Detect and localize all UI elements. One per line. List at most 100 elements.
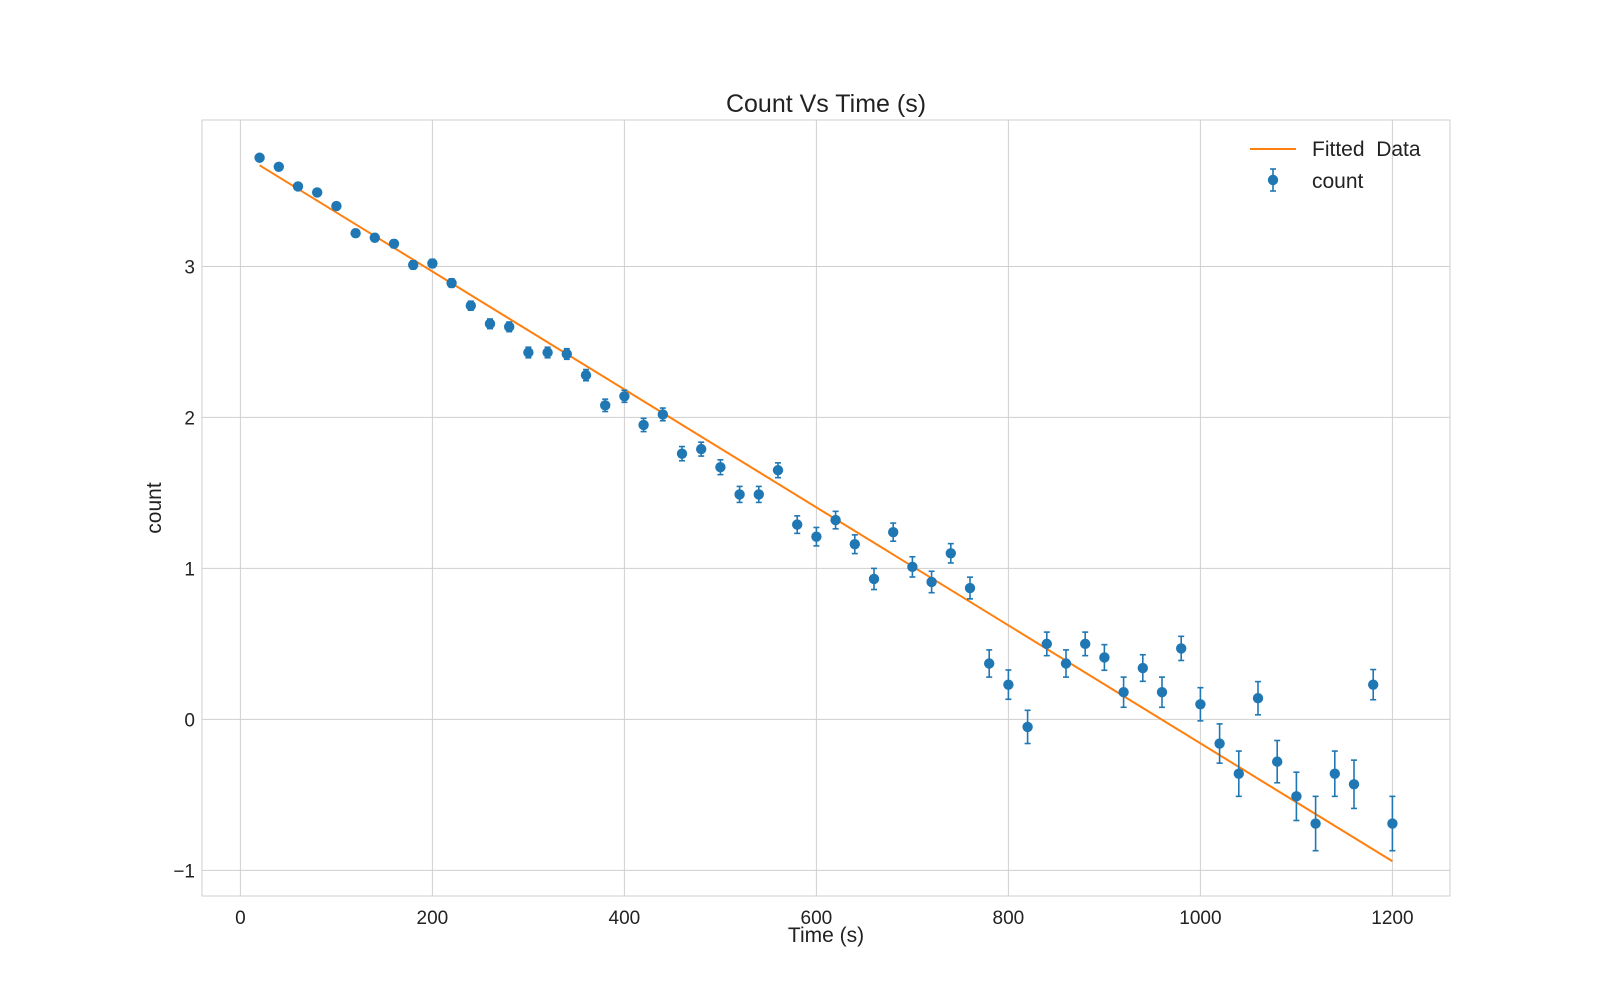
data-marker (600, 400, 611, 411)
data-point (849, 534, 860, 555)
data-marker (926, 576, 937, 588)
data-marker (907, 561, 918, 573)
data-point (811, 526, 822, 547)
data-marker (753, 489, 764, 500)
data-marker (523, 347, 534, 358)
data-point (945, 542, 956, 564)
fitted-line-layer (259, 164, 1393, 863)
data-marker (1195, 699, 1206, 710)
data-marker (1310, 818, 1321, 829)
data-point (580, 368, 592, 382)
data-point (1291, 771, 1302, 822)
data-marker (408, 259, 419, 271)
data-marker (964, 582, 976, 594)
data-point (1387, 795, 1398, 852)
data-marker (580, 369, 592, 381)
data-point (312, 187, 323, 198)
data-point (907, 555, 918, 578)
data-marker (1291, 791, 1302, 802)
x-tick-label: 1200 (1371, 908, 1413, 929)
data-marker (792, 519, 803, 530)
data-point (888, 522, 899, 543)
data-marker (619, 391, 630, 402)
data-marker (1099, 652, 1110, 663)
data-marker (772, 465, 784, 476)
data-marker (696, 443, 707, 455)
data-point (408, 259, 419, 271)
data-point (350, 228, 361, 239)
data-point (600, 398, 611, 413)
y-tick-label: 1 (184, 559, 195, 580)
tick-label-layer: 0 200 400 600 800 1000 1200 −1 0 1 2 3 (173, 257, 1413, 929)
data-point (715, 459, 726, 476)
data-point (254, 152, 265, 163)
data-marker (1214, 738, 1225, 749)
plot-frame (201, 119, 1451, 897)
legend-label-count: count (1312, 170, 1364, 193)
data-point (984, 649, 995, 678)
data-point (1060, 649, 1072, 678)
data-marker (811, 531, 822, 542)
data-marker (1176, 643, 1187, 654)
data-marker (1080, 638, 1091, 650)
data-marker (292, 181, 304, 192)
data-point (734, 485, 745, 504)
data-point (619, 389, 630, 404)
data-marker (1041, 638, 1053, 650)
data-marker (254, 152, 265, 163)
data-marker (1156, 686, 1168, 698)
legend-marker-swatch (1267, 174, 1279, 186)
data-marker (331, 200, 342, 212)
data-point (696, 441, 707, 457)
data-marker (830, 514, 841, 526)
data-point (772, 462, 784, 479)
data-point (926, 570, 937, 594)
data-marker (542, 347, 553, 358)
data-marker (1387, 818, 1398, 829)
data-marker (1118, 686, 1129, 698)
y-tick-label: 0 (184, 710, 195, 731)
data-marker (465, 300, 476, 311)
data-marker (350, 228, 361, 239)
x-tick-label: 600 (801, 908, 833, 929)
data-point (504, 321, 515, 333)
data-marker (849, 539, 860, 550)
data-marker (427, 258, 438, 269)
data-point (1233, 750, 1245, 798)
data-point (273, 161, 284, 173)
data-point (753, 485, 764, 504)
data-point (638, 417, 649, 433)
data-marker (446, 277, 457, 289)
data-point-layer (254, 152, 1398, 852)
data-point (1080, 631, 1091, 657)
data-marker (1003, 679, 1014, 690)
data-point (446, 277, 457, 289)
data-point (1137, 653, 1149, 683)
data-point (830, 510, 841, 530)
chart-title: Count Vs Time (s) (726, 90, 926, 118)
data-marker (1329, 768, 1341, 779)
data-marker (1137, 662, 1149, 674)
fitted-data-line (259, 164, 1393, 863)
data-marker (1272, 756, 1283, 767)
data-point (1329, 750, 1341, 798)
data-point (964, 576, 976, 600)
data-point (1252, 680, 1264, 716)
y-axis-label: count (143, 482, 166, 534)
data-point (388, 238, 400, 249)
data-point (1176, 635, 1187, 662)
data-marker (1060, 658, 1072, 669)
data-marker (273, 161, 284, 173)
data-point (369, 232, 380, 243)
data-point (1272, 739, 1283, 784)
data-point (331, 200, 342, 212)
data-marker (312, 187, 323, 198)
data-marker (484, 318, 496, 330)
y-tick-label: −1 (173, 861, 195, 882)
data-point (484, 318, 496, 330)
x-tick-label: 800 (993, 908, 1025, 929)
data-marker (715, 462, 726, 473)
data-point (1195, 686, 1206, 722)
data-marker (868, 573, 880, 585)
